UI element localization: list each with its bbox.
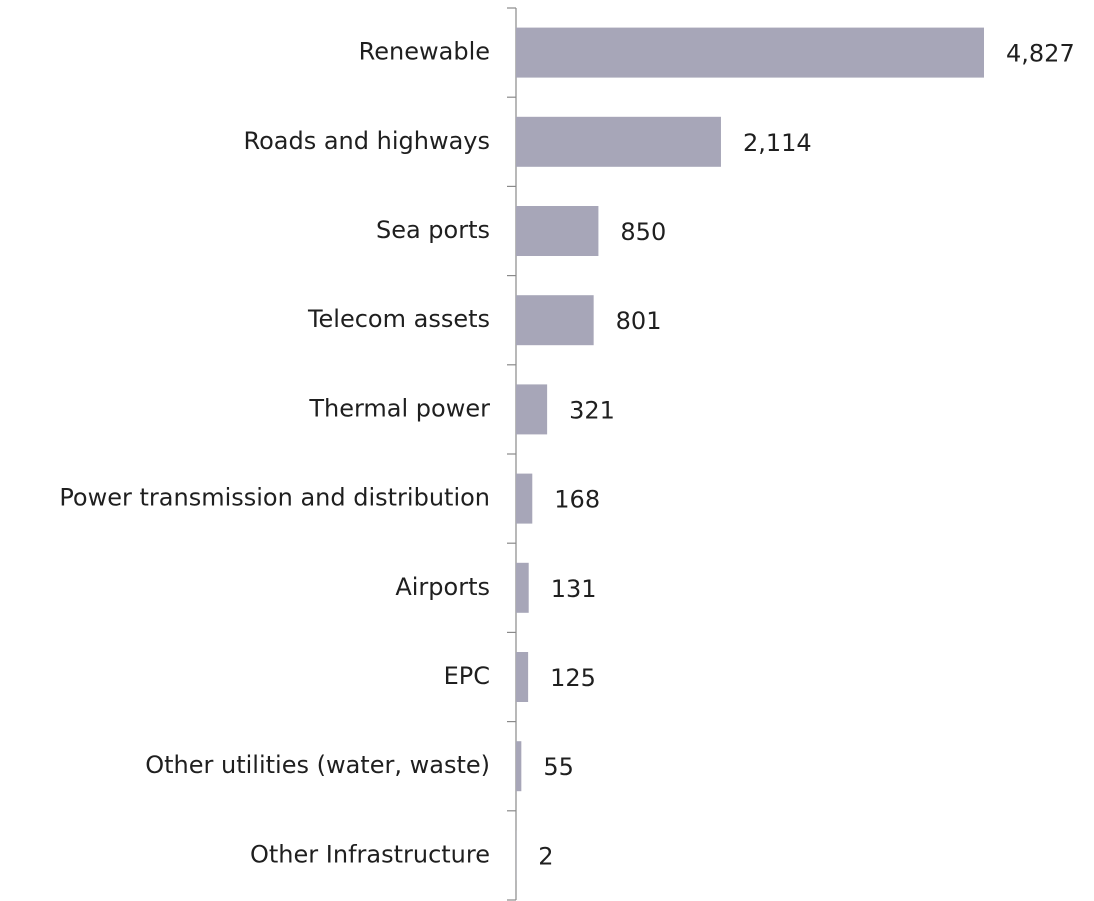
category-label: Roads and highways — [243, 127, 490, 155]
bar — [516, 652, 529, 702]
category-label: Telecom assets — [307, 305, 490, 333]
bar — [516, 206, 599, 256]
value-label: 2 — [538, 842, 553, 870]
value-label: 55 — [543, 753, 574, 781]
category-label: Sea ports — [376, 216, 490, 244]
category-label: Renewable — [359, 38, 490, 66]
value-label: 2,114 — [743, 129, 812, 157]
category-label: Other Infrastructure — [250, 840, 490, 868]
category-label: Power transmission and distribution — [59, 484, 490, 512]
category-label: Other utilities (water, waste) — [145, 751, 490, 779]
value-label: 168 — [554, 486, 600, 514]
value-label: 801 — [616, 307, 662, 335]
category-label: EPC — [444, 662, 490, 690]
bar — [516, 384, 548, 435]
bar — [516, 295, 594, 346]
value-label: 4,827 — [1006, 40, 1075, 68]
bar — [516, 473, 533, 524]
bar — [516, 27, 984, 78]
value-label: 321 — [569, 396, 615, 424]
bar — [516, 741, 522, 792]
value-label: 850 — [620, 218, 666, 246]
category-label: Airports — [395, 573, 490, 601]
bar — [516, 116, 721, 167]
value-label: 131 — [551, 575, 597, 603]
bar — [516, 562, 529, 613]
value-label: 125 — [550, 664, 596, 692]
category-label: Thermal power — [308, 394, 490, 422]
